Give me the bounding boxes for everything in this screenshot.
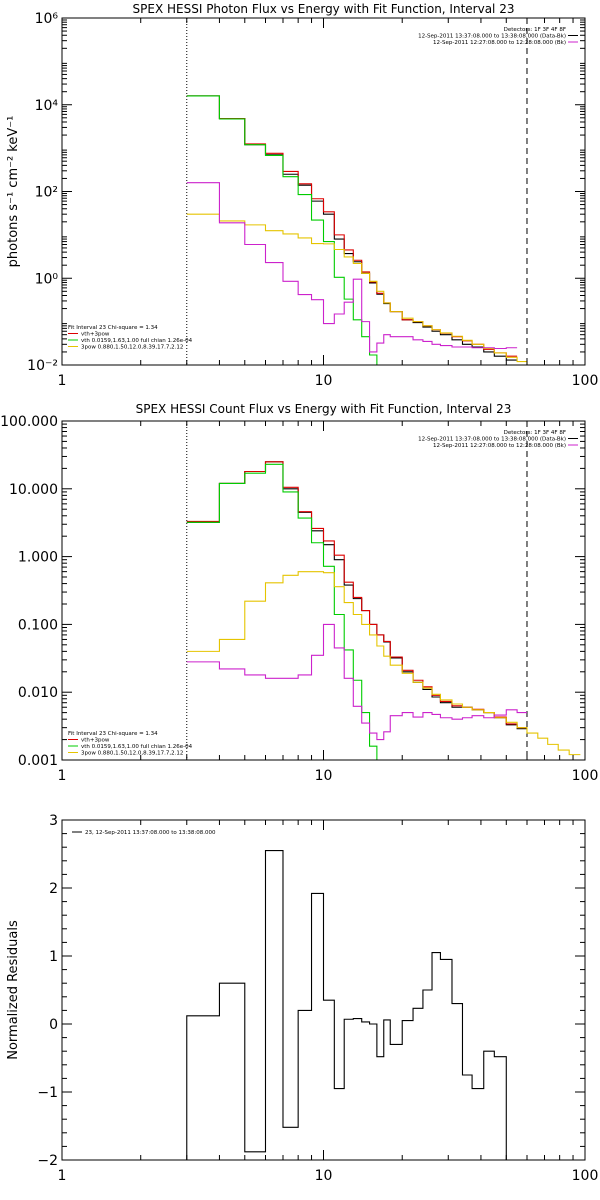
legend-entry: Fit Interval 23 Chi-square = 1.34 xyxy=(68,325,158,331)
y-tick-label: 10.000 xyxy=(9,482,58,498)
legend-entry: vth 0.0159,1.63,1.00 full chian 1.26e-04 xyxy=(81,338,193,344)
series-line-2 xyxy=(186,461,527,729)
series-line-1 xyxy=(186,95,518,361)
chart-panel-2: SPEX HESSI Count Flux vs Energy with Fit… xyxy=(0,402,598,784)
series-group xyxy=(186,95,539,365)
series-line-2 xyxy=(186,95,518,357)
plot-frame xyxy=(61,420,586,761)
y-tick-label: 10² xyxy=(35,185,58,201)
series-line-1 xyxy=(186,850,507,1160)
chart-title: SPEX HESSI Photon Flux vs Energy with Fi… xyxy=(133,2,515,16)
series-line-5 xyxy=(186,623,527,741)
legend-entry: 3pow 0.880,1.50,12.0,8.39,17.7,2.12 xyxy=(81,345,183,351)
series-line-3 xyxy=(186,463,384,760)
y-tick-label: 0.001 xyxy=(18,753,58,769)
y-tick-label: 0 xyxy=(49,1017,58,1033)
header-line: Detectors: 1F 3F 4F 8F xyxy=(504,27,566,33)
header-line: Detectors: 1F 3F 4F 8F xyxy=(504,430,566,436)
legend-entry: Fit Interval 23 Chi-square = 1.34 xyxy=(68,731,158,737)
series-line-3 xyxy=(186,95,391,365)
y-axis-label: Normalized Residuals xyxy=(6,920,21,1060)
x-tick-label: 1 xyxy=(58,768,67,784)
y-tick-label: 100.000 xyxy=(0,414,58,430)
y-tick-label: 2 xyxy=(49,881,58,897)
series-line-1 xyxy=(186,461,527,730)
x-tick-label: 10 xyxy=(315,768,333,784)
series-line-4 xyxy=(186,571,581,756)
chart-panel-1: SPEX HESSI Photon Flux vs Energy with Fi… xyxy=(6,2,598,389)
header-line: 12-Sep-2011 13:37:08.000 to 13:38:08.000… xyxy=(418,437,566,443)
x-tick-label: 10 xyxy=(315,373,333,389)
y-tick-label: 0.100 xyxy=(18,617,58,633)
y-tick-label: −2 xyxy=(37,1153,58,1169)
y-tick-label: −1 xyxy=(37,1085,58,1101)
x-tick-label: 100 xyxy=(572,373,599,389)
chart-panel-3: Normalized Residuals 1 10 100 −2 −1 0 1 2 3 23, 12… xyxy=(6,813,598,1184)
y-tick-label: 1 xyxy=(49,949,58,965)
y-tick-label: 10⁰ xyxy=(35,271,59,287)
y-tick-label: 3 xyxy=(49,813,58,829)
series-group xyxy=(186,461,581,760)
x-tick-label: 100 xyxy=(572,1168,599,1184)
x-tick-label: 1 xyxy=(58,1168,67,1184)
y-axis-label: photons s⁻¹ cm⁻² keV⁻¹ xyxy=(6,116,21,268)
x-tick-label: 10 xyxy=(315,1168,333,1184)
y-tick-label: 10⁴ xyxy=(35,98,59,114)
x-tick-label: 1 xyxy=(58,373,67,389)
y-tick-label: 10⁻² xyxy=(27,358,58,374)
legend-entry: vth+3pow xyxy=(81,738,110,744)
legend-entry: 23, 12-Sep-2011 13:37:08.000 to 13:38:08… xyxy=(85,830,216,836)
y-tick-label: 0.010 xyxy=(18,685,58,701)
y-tick-label: 10⁶ xyxy=(35,11,59,27)
header-line: 12-Sep-2011 12:27:08.000 to 12:28:08.000… xyxy=(433,40,566,46)
y-tick-label: 1.000 xyxy=(18,550,58,566)
series-line-5 xyxy=(186,182,518,353)
header-line: 12-Sep-2011 12:27:08.000 to 12:28:08.000… xyxy=(433,443,566,449)
legend-entry: vth 0.0159,1.63,1.00 full chian 1.26e-04 xyxy=(81,744,193,750)
x-tick-label: 100 xyxy=(572,768,599,784)
legend-entry: 3pow 0.880,1.50,12.0,8.39,17.7,2.12 xyxy=(81,751,183,757)
header-line: 12-Sep-2011 13:37:08.000 to 13:38:08.000… xyxy=(418,34,566,40)
legend-entry: vth+3pow xyxy=(81,332,110,338)
series-line-4 xyxy=(186,213,539,365)
chart-title: SPEX HESSI Count Flux vs Energy with Fit… xyxy=(136,402,512,416)
series-group xyxy=(186,850,507,1160)
